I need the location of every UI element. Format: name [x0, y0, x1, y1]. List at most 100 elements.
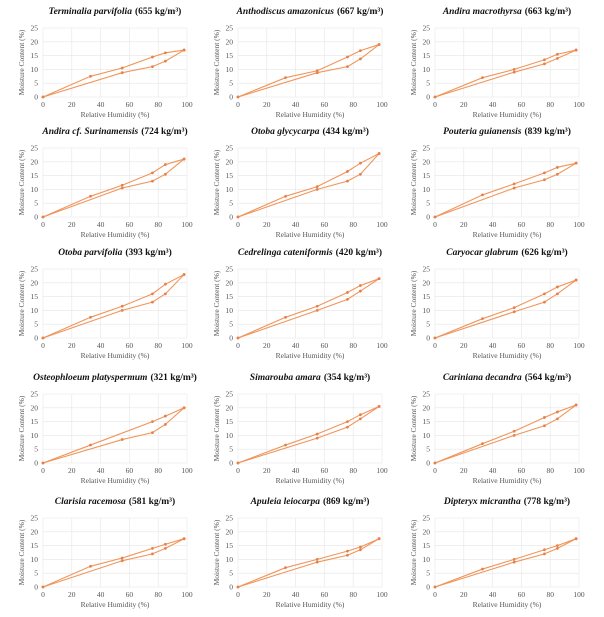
x-tick-label: 60 [126, 100, 134, 109]
chart-title: Dipteryx micrantha (778 kg/m³) [443, 496, 570, 507]
x-tick-label: 40 [97, 100, 105, 109]
x-tick-label: 40 [292, 590, 300, 599]
data-point [543, 424, 546, 428]
x-tick-label: 100 [181, 590, 193, 599]
x-tick-label: 100 [376, 590, 388, 599]
y-tick-label: 5 [229, 569, 233, 578]
density-label: (581 kg/m³) [129, 496, 175, 507]
data-point [284, 76, 287, 80]
y-tick-label: 0 [34, 93, 38, 102]
y-tick-label: 0 [34, 334, 38, 343]
x-tick-label: 20 [68, 100, 76, 109]
x-tick-label: 20 [68, 220, 76, 229]
upper-curve-line [237, 278, 380, 339]
chart-svg: Cariniana decandra (564 kg/m³) 0 20 40 60 80 10… [409, 372, 585, 485]
upper-curve-line [434, 538, 577, 588]
y-tick-label: 25 [226, 24, 234, 33]
data-point [433, 95, 437, 99]
data-point [89, 74, 92, 78]
y-tick-label: 10 [423, 65, 431, 74]
species-name: Andira cf. Surinamensis [41, 127, 138, 137]
data-point [512, 306, 516, 310]
y-tick-label: 5 [229, 445, 233, 454]
data-point [284, 315, 287, 319]
chart-panel: Cedrelinga cateniformis (420 kg/m³) 0 20 40 6… [195, 241, 395, 363]
x-tick-label: 40 [292, 100, 300, 109]
data-point [41, 215, 45, 219]
data-point [359, 417, 362, 421]
x-tick-label: 80 [546, 100, 554, 109]
data-point [346, 553, 349, 557]
data-point [543, 416, 546, 419]
x-tick-label: 100 [181, 466, 193, 475]
data-point [556, 285, 559, 289]
data-point [164, 546, 167, 550]
x-tick-label: 60 [518, 341, 526, 350]
data-point [315, 69, 319, 73]
y-tick-label: 10 [31, 431, 39, 440]
x-tick-label: 60 [321, 220, 329, 229]
y-tick-label: 15 [423, 171, 431, 180]
chart-title: Anthodiscus amazonicus (667 kg/m³) [236, 6, 384, 17]
y-tick-label: 15 [226, 171, 234, 180]
y-tick-label: 5 [34, 320, 38, 329]
y-tick-label: 5 [426, 320, 430, 329]
upper-curve-line [42, 49, 185, 98]
x-tick-label: 60 [126, 220, 134, 229]
chart-title: Otoba parvifolia (393 kg/m³) [58, 247, 172, 258]
x-tick-label: 100 [573, 100, 585, 109]
data-point [556, 410, 559, 414]
data-point [120, 183, 124, 187]
species-name: Andira macrothyrsa [442, 7, 522, 17]
data-point [359, 161, 362, 165]
data-point [164, 282, 167, 286]
data-point [433, 215, 437, 219]
data-point [120, 438, 124, 441]
y-tick-label: 0 [34, 213, 38, 222]
data-point [433, 585, 437, 589]
data-point [151, 300, 154, 304]
x-tick-label: 40 [489, 100, 497, 109]
data-point [574, 161, 578, 165]
lower-curve-line [42, 538, 185, 588]
chart-title: Terminalia parvifolia (655 kg/m³) [49, 6, 182, 17]
x-axis-label: Relative Humidity (%) [276, 110, 345, 119]
chart-title: Andira cf. Surinamensis (724 kg/m³) [41, 126, 187, 137]
x-tick-label: 40 [489, 590, 497, 599]
y-tick-label: 5 [34, 569, 38, 578]
chart-svg: Terminalia parvifolia (655 kg/m³) 0 20 40 60 8… [17, 6, 193, 119]
x-tick-label: 80 [546, 590, 554, 599]
x-tick-label: 60 [126, 466, 134, 475]
y-axis-label: Moisture Content (%) [17, 29, 26, 95]
species-name: Otoba glycycarpa [251, 127, 320, 137]
y-axis-label: Moisture Content (%) [212, 395, 221, 461]
data-point [543, 548, 546, 552]
y-tick-label: 0 [426, 583, 430, 592]
data-point [41, 336, 45, 340]
species-name: Apuleia leiocarpa [250, 497, 321, 507]
chart-panel: Osteophloeum platyspermum (321 kg/m³) 0 20 4… [0, 366, 200, 488]
x-tick-label: 100 [181, 220, 193, 229]
x-tick-label: 20 [460, 341, 468, 350]
chart-svg: Caryocar glabrum (626 kg/m³) 0 20 40 60 80 100 0… [409, 247, 585, 360]
data-point [359, 49, 362, 53]
data-point [346, 179, 349, 183]
x-tick-label: 80 [546, 220, 554, 229]
x-axis-label: Relative Humidity (%) [473, 476, 542, 485]
x-axis-label: Relative Humidity (%) [81, 230, 150, 239]
x-tick-label: 60 [321, 341, 329, 350]
data-point [543, 552, 546, 556]
x-tick-label: 40 [489, 341, 497, 350]
x-tick-label: 20 [263, 100, 271, 109]
density-label: (778 kg/m³) [524, 496, 570, 507]
chart-title: Osteophloeum platyspermum (321 kg/m³) [33, 372, 197, 383]
y-tick-label: 0 [426, 459, 430, 468]
x-tick-label: 0 [236, 220, 240, 229]
y-tick-label: 15 [31, 51, 39, 60]
y-axis-label: Moisture Content (%) [409, 29, 418, 95]
y-tick-label: 10 [423, 555, 431, 564]
data-point [164, 51, 167, 55]
x-tick-label: 60 [321, 466, 329, 475]
data-point [359, 548, 362, 552]
y-tick-label: 20 [31, 527, 39, 536]
